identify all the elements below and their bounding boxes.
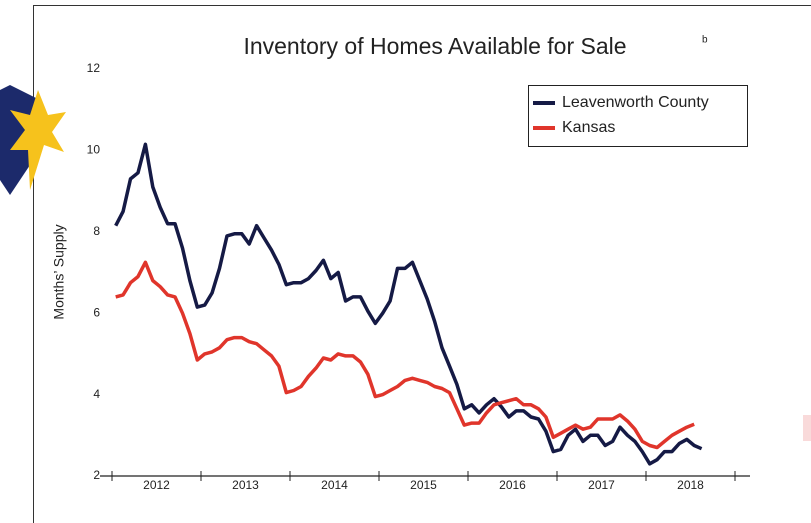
y-tick-label: 8: [93, 224, 100, 238]
x-tick-label: 2018: [677, 478, 704, 492]
x-tick-label: 2014: [321, 478, 348, 492]
x-tick-label: 2017: [588, 478, 615, 492]
line: [116, 144, 702, 464]
line: [116, 262, 695, 447]
page: {"chart_data": {"type": "line", "title":…: [0, 0, 811, 523]
chart-title: Inventory of Homes Available for Sale: [243, 33, 626, 59]
y-tick-label: 2: [93, 468, 100, 482]
y-tick-label: 12: [87, 61, 101, 75]
y-tick-label: 10: [87, 143, 101, 157]
x-tick-label: 2016: [499, 478, 526, 492]
decor-tab: [803, 415, 811, 441]
y-tick-label: 6: [93, 305, 100, 319]
chart: Inventory of Homes Available for Sale b …: [0, 0, 811, 523]
legend-label: Leavenworth County: [562, 94, 709, 111]
legend-label: Kansas: [562, 119, 615, 136]
y-axis-label: Months’ Supply: [51, 224, 67, 319]
x-tick-label: 2015: [410, 478, 437, 492]
title-note: b: [702, 35, 708, 46]
x-tick-label: 2012: [143, 478, 170, 492]
y-tick-label: 4: [93, 387, 100, 401]
x-tick-label: 2013: [232, 478, 259, 492]
